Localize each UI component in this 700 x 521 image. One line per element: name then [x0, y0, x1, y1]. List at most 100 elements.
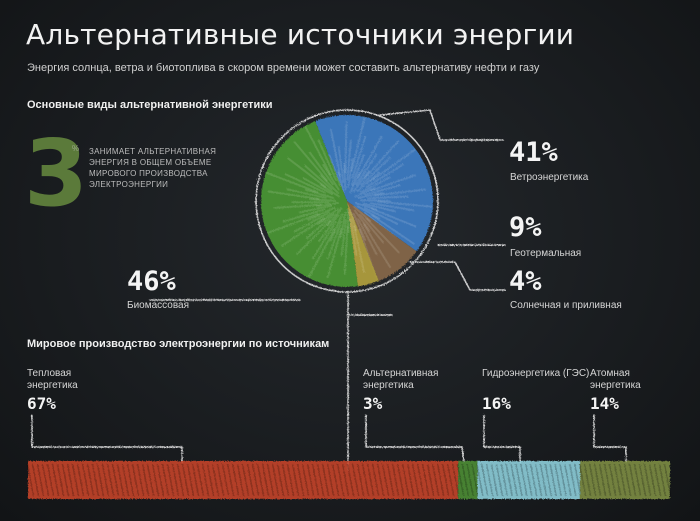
pie-texture-geothermal — [353, 208, 371, 232]
bar-texture-nuclear — [613, 463, 622, 497]
bar-texture-thermal — [131, 463, 140, 497]
pie-texture-wind — [344, 121, 348, 174]
bar-texture-hydro — [544, 463, 553, 497]
leader-alternative — [365, 414, 465, 463]
bar-texture-thermal — [426, 463, 435, 497]
bar-texture-hydro — [539, 463, 548, 497]
bar-texture-nuclear — [618, 463, 627, 497]
bar-texture-hydro — [573, 463, 582, 497]
bar-texture-nuclear — [583, 463, 592, 497]
bar-value-hydro: 16% — [482, 394, 511, 413]
pie-slice-biomass — [260, 121, 358, 288]
pie-texture-geothermal — [358, 213, 385, 244]
bar-texture-thermal — [256, 463, 265, 497]
bar-texture-thermal — [111, 463, 120, 497]
bar-texture-thermal — [291, 463, 300, 497]
bar-texture-thermal — [216, 463, 225, 497]
pie-texture-biomass — [293, 140, 329, 182]
bar-texture-thermal — [376, 463, 385, 497]
leader-thermal — [31, 414, 183, 463]
bar-texture-thermal — [91, 463, 100, 497]
bar-texture-thermal — [441, 463, 450, 497]
bar-texture-nuclear — [608, 463, 617, 497]
pie-texture-wind — [350, 116, 366, 172]
bar-texture-thermal — [276, 463, 285, 497]
bar-texture-thermal — [141, 463, 150, 497]
pie-texture-biomass — [302, 177, 334, 196]
pie-texture-biomass — [293, 211, 331, 233]
bar-texture-nuclear — [623, 463, 632, 497]
pie-texture-biomass — [265, 171, 319, 194]
pie-texture-wind — [350, 154, 365, 187]
pie-value-wind: 41% — [509, 137, 558, 168]
pie-texture-biomass — [304, 188, 335, 200]
pie-label-wind: Ветроэнергетика — [510, 172, 589, 183]
pie-chart — [260, 115, 433, 288]
bar-texture-hydro — [510, 463, 518, 497]
pie-texture-solar-tidal — [350, 218, 358, 256]
bar-texture-thermal — [41, 463, 50, 497]
pie-texture-wind — [377, 200, 433, 208]
pie-texture-wind — [329, 128, 342, 177]
bar-texture-thermal — [121, 463, 130, 497]
bar-texture-thermal — [266, 463, 275, 497]
pie-texture-biomass — [319, 174, 340, 195]
pie-texture-wind — [370, 213, 415, 245]
leader-wind — [379, 109, 504, 141]
pie-texture-biomass — [309, 198, 337, 203]
bar-label-thermal: Тепловая энергетика — [27, 368, 78, 391]
bar-texture-thermal — [306, 463, 315, 497]
pie-texture-wind — [367, 195, 409, 200]
pie-texture-biomass — [322, 164, 340, 191]
bar-texture-thermal — [71, 463, 80, 497]
alt-share-note: ЗАНИМАЕТ АЛЬТЕРНАТИВНАЯ ЭНЕРГИЯ В ОБЩЕМ … — [89, 147, 217, 189]
pie-texture-wind — [369, 148, 416, 183]
bar-texture-thermal — [146, 463, 155, 497]
pie-texture-wind — [363, 184, 401, 196]
pie-texture-wind — [370, 207, 417, 228]
bar-texture-hydro — [485, 463, 494, 497]
section-heading-alternative: Основные виды альтернативной энергетики — [27, 99, 273, 111]
bar-texture-thermal — [391, 463, 400, 497]
bar-texture-thermal — [231, 463, 240, 497]
bar-texture-thermal — [286, 463, 295, 497]
bar-texture-hydro — [480, 463, 489, 497]
pie-texture-wind — [363, 139, 400, 180]
bar-texture-thermal — [76, 463, 85, 497]
bar-texture-hydro — [476, 463, 484, 497]
bar-texture-thermal — [96, 463, 105, 497]
bar-texture-thermal — [361, 463, 370, 497]
bar-texture-hydro — [534, 463, 543, 497]
bar-label-nuclear: Атомная энергетика — [590, 368, 641, 391]
bar-texture-hydro — [564, 463, 572, 497]
bar-texture-thermal — [366, 463, 375, 497]
bar-texture-hydro — [529, 463, 538, 497]
bar-texture-thermal — [181, 463, 190, 497]
bar-texture-thermal — [136, 463, 145, 497]
bar-texture-nuclear — [643, 463, 652, 497]
bar-texture-hydro — [520, 463, 528, 497]
stacked-bar — [26, 461, 672, 499]
bar-texture-thermal — [341, 463, 350, 497]
bar-texture-thermal — [31, 463, 40, 497]
bar-texture-thermal — [271, 463, 280, 497]
bar-texture-thermal — [401, 463, 410, 497]
stem-pie-to-bar — [347, 291, 393, 471]
bar-texture-thermal — [171, 463, 180, 497]
pie-texture-biomass — [328, 154, 342, 187]
bar-texture-nuclear — [653, 463, 662, 497]
bar-texture-thermal — [106, 463, 115, 497]
bar-texture-hydro — [490, 463, 499, 497]
bar-texture-thermal — [406, 463, 415, 497]
pie-texture-geothermal — [365, 217, 400, 254]
pie-texture-biomass — [304, 125, 332, 176]
pie-texture-wind — [351, 135, 367, 179]
pie-label-solar: Солнечная и приливная — [510, 300, 622, 311]
bar-label-alternative: Альтернативная энергетика — [363, 368, 439, 391]
bar-texture-thermal — [201, 463, 210, 497]
pie-texture-biomass — [273, 203, 322, 209]
pie-texture-biomass — [303, 164, 334, 191]
bar-texture-thermal — [281, 463, 290, 497]
